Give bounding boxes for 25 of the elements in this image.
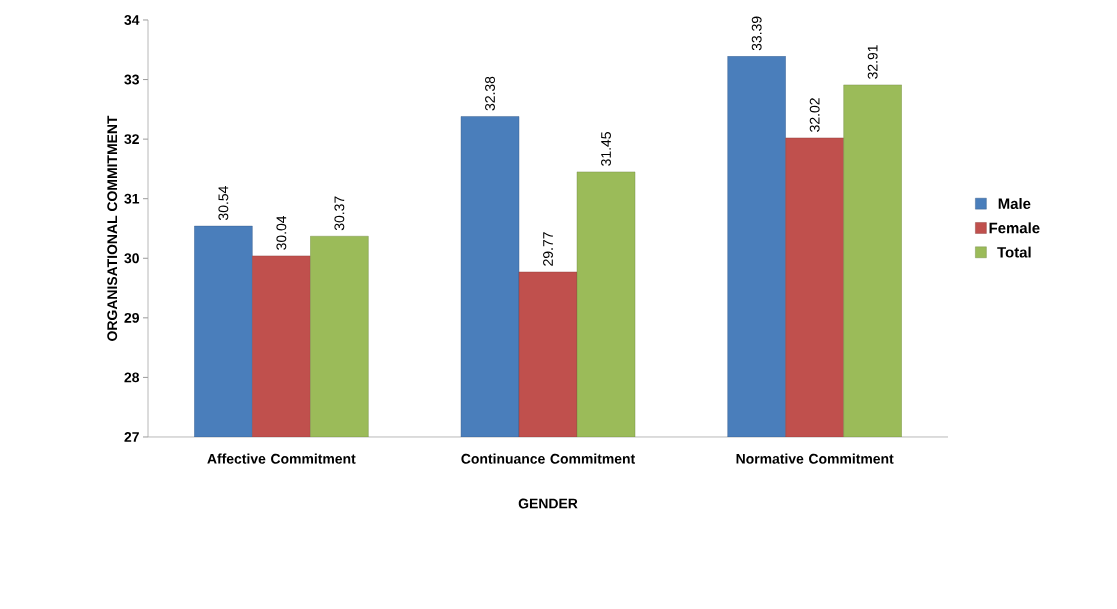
y-tick-label: 27 [124, 432, 139, 442]
data-label: 32.91 [867, 45, 878, 79]
data-label: 30.04 [276, 215, 287, 250]
y-tick-label: 34 [124, 15, 140, 25]
y-tick-label: 31 [124, 193, 140, 204]
x-axis-title: GENDER [518, 498, 578, 509]
data-label: 29.77 [543, 232, 553, 266]
data-label: 31.45 [601, 132, 611, 166]
x-tick-label: Affective Commitment [207, 453, 356, 464]
y-tick-label: 30 [124, 253, 139, 264]
y-tick-label: 28 [124, 372, 140, 383]
legend-label: Total [997, 246, 1031, 258]
data-label: 32.38 [485, 76, 495, 111]
x-tick-label: Continuance Commitment [461, 453, 636, 464]
y-tick-label: 33 [124, 74, 139, 85]
data-label: 30.54 [218, 186, 229, 221]
x-tick-label: Normative Commitment [736, 453, 894, 464]
y-tick-label: 32 [124, 134, 139, 145]
data-label: 30.37 [334, 196, 345, 231]
legend-label: Female [989, 222, 1040, 234]
data-label: 32.02 [809, 98, 820, 132]
y-tick-label: 29 [124, 312, 139, 323]
legend-label: Male [998, 198, 1031, 209]
y-axis-title: ORGANISATIONAL COMMITMENT [107, 115, 118, 341]
data-label: 33.39 [751, 16, 762, 51]
